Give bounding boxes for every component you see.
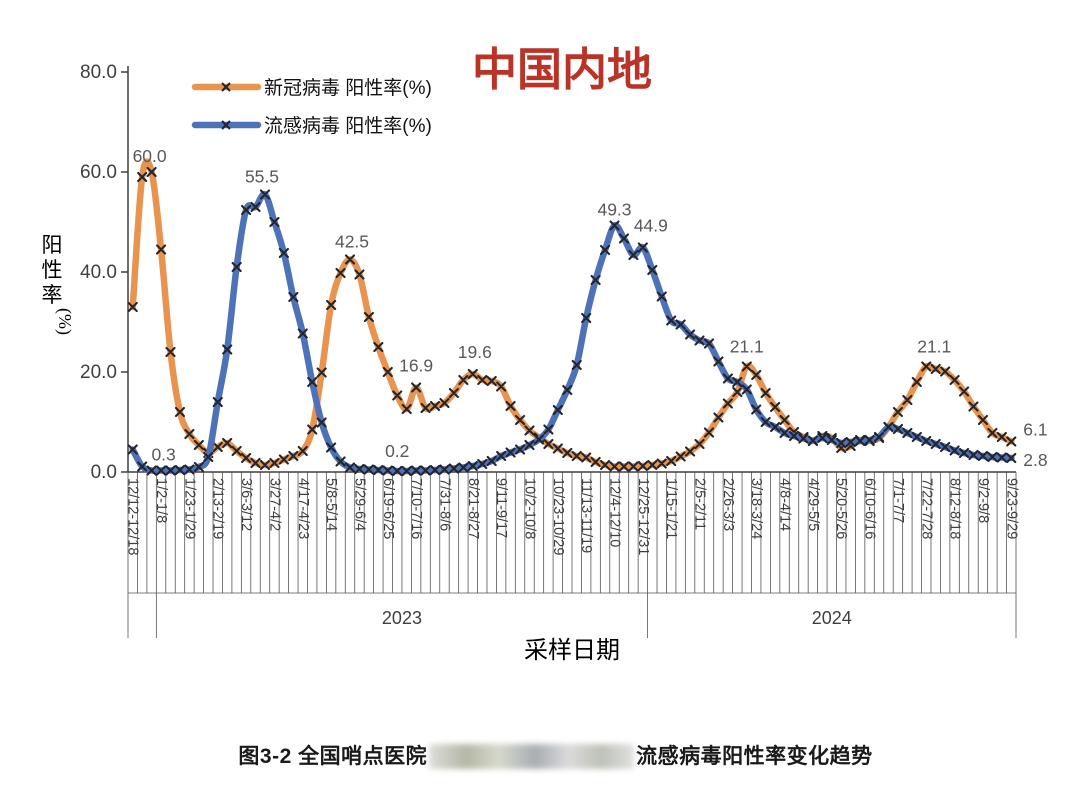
y-axis-title-unit: (%) [54, 308, 75, 335]
x-tick-label: 2/26-3/3 [720, 478, 736, 531]
x-tick-label: 8/12-8/18 [947, 478, 963, 539]
x-tick-label: 9/2-9/8 [975, 478, 991, 523]
y-tick-label: 60.0 [80, 162, 117, 183]
caption-prefix: 图3-2 全国哨点医院 [238, 745, 428, 768]
x-tick-label: 2/13-2/19 [210, 478, 226, 539]
covid-line [129, 158, 1015, 470]
x-tick-label: 5/29-6/4 [351, 478, 367, 531]
point-label-16.9: 16.9 [399, 356, 433, 376]
x-tick-label: 5/20-5/26 [833, 478, 849, 539]
point-label-21.1: 21.1 [730, 337, 764, 357]
point-label-6.1: 6.1 [1023, 420, 1047, 440]
x-tick-label: 7/31-8/6 [436, 478, 452, 531]
y-tick-label: 80.0 [80, 62, 117, 83]
legend-item-covid: 新冠病毒 阳性率(%) [191, 77, 432, 99]
point-label-42.5: 42.5 [335, 232, 369, 252]
x-tick-label: 1/23-1/29 [181, 478, 197, 539]
x-axis-title: 采样日期 [524, 637, 620, 664]
y-tick-label: 0.0 [91, 462, 117, 483]
point-label-0.3: 0.3 [151, 445, 175, 465]
point-label-60.0: 60.0 [133, 146, 167, 166]
x-tick-label: 4/17-4/23 [295, 478, 311, 539]
point-label-0.2: 0.2 [385, 441, 409, 461]
y-axis-title-char: 阳 [42, 233, 63, 257]
x-tick-label: 12/12-12/18 [125, 478, 141, 555]
x-tick-label: 4/8-4/14 [777, 478, 793, 531]
x-tick-label: 3/18-3/24 [748, 478, 764, 539]
year-label: 2023 [382, 608, 422, 628]
positivity-rate-chart: 2023 2024 0.0 20.0 40.0 60.0 80.0 12/12-12/18 1/… [42, 44, 1048, 664]
x-tick-label: 8/21-8/27 [465, 478, 481, 539]
point-label-44.9: 44.9 [634, 216, 668, 236]
flu-line [129, 190, 1015, 475]
legend: 新冠病毒 阳性率(%) 流感病毒 阳性率(%) [191, 77, 432, 137]
legend-label-covid: 新冠病毒 阳性率(%) [264, 77, 432, 99]
flu-markers [127, 189, 1017, 477]
x-tick-label: 10/23-10/29 [550, 478, 566, 555]
point-label-55.5: 55.5 [245, 167, 279, 187]
chart-title: 中国内地 [472, 44, 652, 95]
x-tick-label: 1/2-1/8 [153, 478, 169, 523]
y-axis-title: 阳性率(%) [42, 233, 76, 335]
figure-caption: 图3-2 全国哨点医院 流感病毒阳性率变化趋势 [0, 740, 1077, 770]
x-tick-label: 9/11-9/17 [493, 478, 509, 538]
caption-suffix: 流感病毒阳性率变化趋势 [636, 745, 873, 768]
x-tick-label: 12/4-12/10 [607, 478, 623, 547]
legend-item-flu: 流感病毒 阳性率(%) [191, 115, 432, 137]
x-tick-label: 7/10-7/16 [408, 478, 424, 539]
y-tick-label: 40.0 [80, 262, 117, 283]
x-tick-label: 7/22-7/28 [918, 478, 934, 539]
point-label-2.8: 2.8 [1023, 450, 1047, 470]
legend-marker-flu [221, 120, 231, 130]
x-tick-label: 6/19-6/25 [380, 478, 396, 539]
point-label-19.6: 19.6 [458, 342, 492, 362]
caption-redacted-blur [429, 743, 635, 769]
x-tick-label: 10/2-10/8 [521, 478, 537, 539]
x-tick-label: 12/25-12/31 [635, 478, 651, 555]
y-axis-title-char: 性 [42, 258, 63, 282]
year-label: 2024 [812, 608, 852, 628]
x-tick-label: 11/13-11/19 [578, 478, 594, 553]
point-label-21.1: 21.1 [917, 337, 951, 357]
x-tick-label: 9/23-9/29 [1003, 478, 1019, 539]
x-tick-label: 6/10-6/16 [862, 478, 878, 539]
x-tick-label: 3/6-3/12 [238, 478, 254, 531]
y-tick-label: 20.0 [80, 362, 117, 383]
legend-marker-covid [221, 82, 231, 92]
x-tick-label: 1/15-1/21 [663, 478, 679, 539]
covid-markers [127, 166, 1017, 472]
legend-label-flu: 流感病毒 阳性率(%) [264, 115, 432, 137]
x-tick-label: 5/8-5/14 [323, 478, 339, 531]
y-axis-title-char: 率 [42, 283, 63, 307]
x-tick-label: 2/5-2/11 [692, 478, 708, 530]
x-tick-label: 7/1-7/7 [890, 478, 906, 523]
point-label-49.3: 49.3 [597, 200, 631, 220]
x-tick-label: 3/27-4/2 [266, 478, 282, 531]
x-tick-label: 4/29-5/5 [805, 478, 821, 531]
